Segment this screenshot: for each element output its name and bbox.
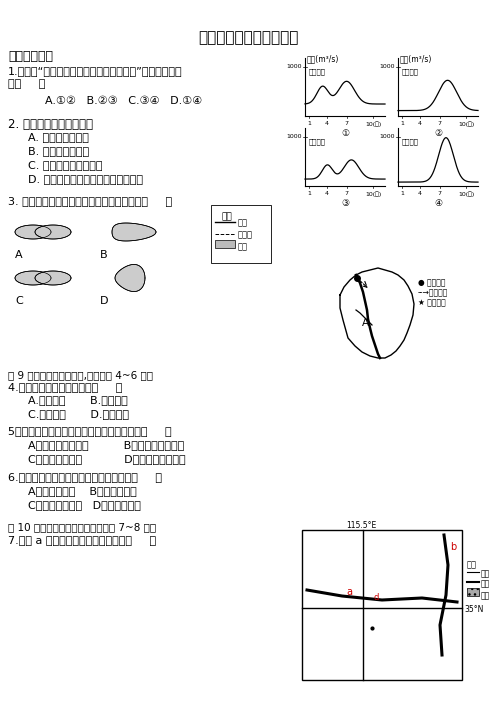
Polygon shape: [15, 225, 51, 239]
Text: A. 地中海沿岸多雨: A. 地中海沿岸多雨: [28, 132, 89, 142]
Text: D. 印度洋北部洋流呼逆时针方向流动: D. 印度洋北部洋流呼逆时针方向流动: [28, 174, 143, 184]
Text: ● 水利枢纽: ● 水利枢纽: [418, 278, 445, 287]
Text: 35°N: 35°N: [464, 605, 484, 614]
Text: 7: 7: [437, 121, 441, 126]
Text: 东北地区: 东北地区: [309, 138, 326, 145]
Text: 7: 7: [344, 191, 348, 196]
Text: 10(月): 10(月): [458, 121, 474, 126]
Text: C: C: [15, 296, 23, 306]
Text: 1000: 1000: [287, 64, 302, 69]
Text: 6.我国水量最大、汛期最长的河流分别是（     ）: 6.我国水量最大、汛期最长的河流分别是（ ）: [8, 472, 162, 482]
Text: a: a: [346, 587, 352, 597]
Text: 4.图示区域中的引水工程是（     ）: 4.图示区域中的引水工程是（ ）: [8, 382, 123, 392]
Text: C、断裂下沉作用            D、风力的侵蚀作用: C、断裂下沉作用 D、风力的侵蚀作用: [28, 454, 186, 464]
Text: ④: ④: [434, 199, 442, 208]
Text: 西北地区: 西北地区: [402, 138, 419, 145]
Text: C.引滦入津       D.引滦入唐: C.引滦入津 D.引滦入唐: [28, 409, 129, 419]
Text: 1: 1: [400, 191, 404, 196]
Text: 10(月): 10(月): [365, 121, 381, 126]
Text: 流量(m³/s): 流量(m³/s): [307, 54, 339, 63]
Text: 7: 7: [344, 121, 348, 126]
Text: ②: ②: [434, 129, 442, 138]
Polygon shape: [115, 265, 145, 291]
Text: B: B: [100, 250, 108, 260]
Text: 4: 4: [418, 121, 422, 126]
Text: 1000: 1000: [379, 133, 395, 139]
Text: 省界: 省界: [481, 569, 490, 578]
Text: 3. 下列图示的湖泊（或湖群）为和水湖的是（     ）: 3. 下列图示的湖泊（或湖群）为和水湖的是（ ）: [8, 196, 172, 206]
Text: A: A: [362, 318, 369, 328]
Text: 流量(m³/s): 流量(m³/s): [400, 54, 433, 63]
Text: 图 9 是某引水工程示意图,据图回答 4~6 题。: 图 9 是某引水工程示意图,据图回答 4~6 题。: [8, 370, 153, 380]
Text: b: b: [450, 542, 456, 552]
Text: C. 印度半岛盛行西南风: C. 印度半岛盛行西南风: [28, 160, 103, 170]
Text: --→引水路线: --→引水路线: [418, 288, 448, 297]
Polygon shape: [35, 271, 71, 285]
Text: 1: 1: [307, 121, 311, 126]
Text: A.①②   B.②③   C.③④   D.①④: A.①② B.②③ C.③④ D.①④: [45, 96, 202, 106]
Text: 7.图中 a 河流以南区域的地势主要为（     ）: 7.图中 a 河流以南区域的地势主要为（ ）: [8, 535, 156, 545]
Text: B. 新西兰正値夏季: B. 新西兰正値夏季: [28, 146, 89, 156]
Text: 河流: 河流: [238, 218, 248, 227]
Text: 华北地区: 华北地区: [402, 68, 419, 74]
Text: 4: 4: [325, 121, 329, 126]
Text: 10(月): 10(月): [458, 191, 474, 197]
Polygon shape: [15, 271, 51, 285]
Text: A: A: [15, 250, 23, 260]
Text: D: D: [100, 296, 109, 306]
Text: 1.右图是“我国四个地区河流流量过程线图”，其中正确的: 1.右图是“我国四个地区河流流量过程线图”，其中正确的: [8, 66, 183, 76]
Text: 1: 1: [400, 121, 404, 126]
Text: C、雅龙江、长江   D、长江、淮河: C、雅龙江、长江 D、长江、淮河: [28, 500, 141, 510]
Bar: [211, 205, 271, 263]
Text: d: d: [374, 593, 379, 602]
Text: 1: 1: [307, 191, 311, 196]
Text: ★ 受水城市: ★ 受水城市: [418, 298, 446, 307]
Text: 中国的河流和湖泊测试题: 中国的河流和湖泊测试题: [198, 30, 298, 45]
Text: 图例: 图例: [221, 212, 232, 221]
Text: 115.5°E: 115.5°E: [346, 521, 376, 530]
Text: A.引黄济青       B.引黄入晋: A.引黄济青 B.引黄入晋: [28, 395, 128, 405]
Text: 1000: 1000: [287, 133, 302, 139]
Text: 4: 4: [325, 191, 329, 196]
Bar: [467, 588, 479, 596]
Text: 5．图中河流支流沿岸谷地的主要形成原因是（     ）: 5．图中河流支流沿岸谷地的主要形成原因是（ ）: [8, 426, 172, 436]
Text: 湖泊: 湖泊: [238, 242, 248, 251]
Text: ③: ③: [341, 199, 349, 208]
Text: 7: 7: [437, 191, 441, 196]
Text: A、长江、长江    B、长江、珠江: A、长江、长江 B、长江、珠江: [28, 486, 137, 496]
Text: 图 10 为我国某区域地图，请回答第 7~8 题。: 图 10 为我国某区域地图，请回答第 7~8 题。: [8, 522, 156, 532]
Text: ①: ①: [341, 129, 349, 138]
Text: 4: 4: [418, 191, 422, 196]
Text: A、河流的没积作用          B、河流的侵蚀作用: A、河流的没积作用 B、河流的侵蚀作用: [28, 440, 184, 450]
Polygon shape: [35, 225, 71, 239]
Text: 湖泊: 湖泊: [481, 591, 490, 600]
Bar: [302, 530, 462, 680]
Text: 江南地区: 江南地区: [309, 68, 326, 74]
Text: 2. 塔里木河进入丰水期时: 2. 塔里木河进入丰水期时: [8, 118, 93, 131]
Text: 图例: 图例: [467, 560, 477, 569]
Text: 1000: 1000: [379, 64, 395, 69]
Bar: [215, 240, 235, 248]
Text: 10(月): 10(月): [365, 191, 381, 197]
Text: 是（     ）: 是（ ）: [8, 79, 45, 89]
Polygon shape: [112, 223, 156, 241]
Text: 河流: 河流: [481, 579, 490, 588]
Text: 一、单项选择: 一、单项选择: [8, 50, 53, 63]
Text: 等高线: 等高线: [238, 230, 253, 239]
